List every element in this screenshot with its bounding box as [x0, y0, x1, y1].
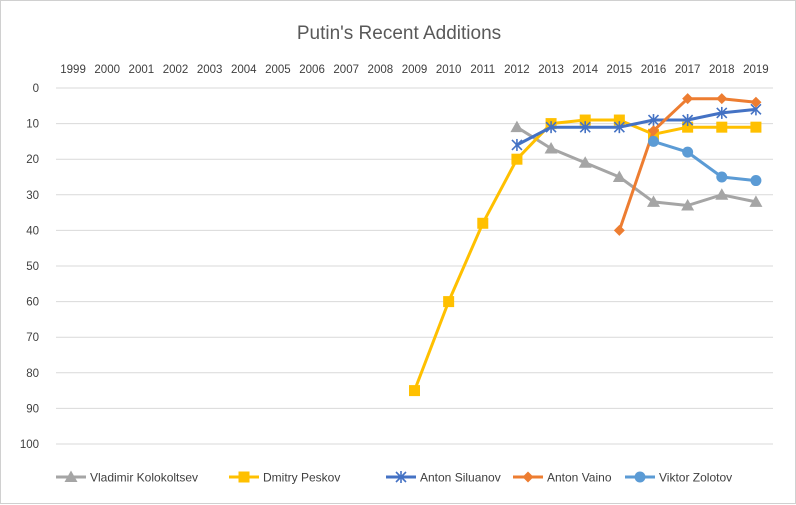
series — [511, 103, 762, 151]
gridlines — [56, 87, 773, 445]
data-point — [715, 188, 729, 200]
legend-entry: Anton Vaino — [513, 471, 612, 485]
data-point — [579, 121, 591, 134]
x-tick-label: 2009 — [402, 64, 428, 76]
data-point — [682, 146, 694, 158]
x-tick-label: 2018 — [709, 64, 735, 76]
data-point — [682, 93, 694, 105]
data-point — [395, 471, 407, 483]
x-tick-label: 2014 — [572, 64, 598, 76]
data-point — [681, 198, 695, 211]
legend: Vladimir Kolokoltsev Dmitry Peskov Anton S… — [56, 470, 732, 485]
x-tick-label: 2012 — [504, 64, 530, 76]
data-point — [716, 93, 728, 105]
data-point — [648, 135, 659, 147]
legend-label: Dmitry Peskov — [263, 471, 340, 485]
data-point — [749, 195, 763, 207]
chart-title: Putin's Recent Additions — [297, 23, 501, 44]
data-point — [750, 96, 762, 108]
legend-label: Anton Siluanov — [420, 471, 501, 485]
y-tick-label: 50 — [26, 261, 39, 273]
series-line — [652, 139, 758, 183]
data-point — [64, 470, 78, 482]
data-point — [716, 121, 728, 133]
data-point — [578, 156, 592, 168]
y-tick-label: 60 — [26, 297, 39, 309]
y-tick-label: 30 — [26, 190, 39, 202]
data-point — [510, 120, 524, 133]
x-tick-label: 2006 — [299, 64, 325, 76]
data-point — [634, 471, 646, 483]
x-tick-label: 2015 — [607, 64, 633, 76]
data-point — [716, 106, 728, 119]
data-point — [613, 114, 625, 126]
legend-label: Vladimir Kolokoltsev — [90, 471, 198, 485]
legend-label: Viktor Zolotov — [659, 471, 732, 485]
data-point — [648, 125, 659, 137]
y-tick-label: 0 — [33, 83, 39, 95]
data-point — [750, 121, 762, 133]
x-tick-label: 2019 — [743, 64, 769, 76]
series-line — [515, 107, 758, 147]
legend-label: Anton Vaino — [547, 471, 612, 485]
x-tick-label: 2003 — [197, 64, 223, 76]
x-tick-label: 2004 — [231, 64, 257, 76]
x-tick-label: 2001 — [129, 64, 155, 76]
x-tick-label: 2005 — [265, 64, 291, 76]
data-point — [612, 170, 626, 182]
data-point — [682, 114, 694, 127]
data-point — [477, 217, 489, 229]
legend-entry: Vladimir Kolokoltsev — [56, 470, 198, 485]
series-line — [515, 125, 758, 207]
y-tick-label: 90 — [26, 403, 39, 415]
y-axis-tick-labels: 0 10 20 30 40 50 60 70 80 90 100 — [20, 83, 39, 451]
data-point — [716, 171, 728, 183]
x-tick-label: 2010 — [436, 64, 462, 76]
data-point — [682, 121, 694, 133]
data-point — [647, 195, 660, 207]
x-tick-label: 2013 — [538, 64, 564, 76]
x-tick-label: 2011 — [470, 64, 495, 76]
legend-entry: Viktor Zolotov — [625, 471, 732, 485]
x-tick-label: 2016 — [641, 64, 667, 76]
x-tick-label: 2000 — [94, 64, 120, 76]
legend-entry: Dmitry Peskov — [229, 471, 340, 485]
data-point — [544, 142, 558, 154]
plot-area — [409, 93, 763, 397]
x-tick-label: 2007 — [333, 64, 359, 76]
series — [613, 93, 762, 236]
legend-entry: Anton Siluanov — [386, 471, 501, 485]
x-tick-label: 2008 — [368, 64, 394, 76]
y-tick-label: 100 — [20, 439, 39, 451]
data-point — [647, 114, 660, 127]
y-tick-label: 40 — [26, 225, 39, 237]
data-point — [750, 175, 762, 187]
data-point — [613, 224, 625, 236]
y-tick-label: 20 — [26, 154, 39, 166]
x-tick-label: 1999 — [60, 64, 86, 76]
y-tick-label: 70 — [26, 332, 39, 344]
data-point — [613, 121, 625, 134]
x-tick-label: 2002 — [163, 64, 189, 76]
data-point — [238, 471, 250, 483]
data-point — [522, 471, 534, 483]
x-axis-tick-labels: 1999 2000 2001 2002 2003 2004 2005 2006 2007 2008… — [60, 64, 768, 76]
y-tick-label: 10 — [26, 119, 39, 131]
data-point — [511, 138, 523, 151]
data-point — [409, 385, 420, 397]
data-point — [443, 296, 455, 308]
data-point — [545, 121, 557, 134]
series — [510, 120, 763, 211]
x-tick-label: 2017 — [675, 64, 701, 76]
y-tick-label: 80 — [26, 368, 39, 380]
series — [648, 135, 762, 187]
data-point — [511, 153, 523, 165]
data-point — [579, 114, 591, 126]
